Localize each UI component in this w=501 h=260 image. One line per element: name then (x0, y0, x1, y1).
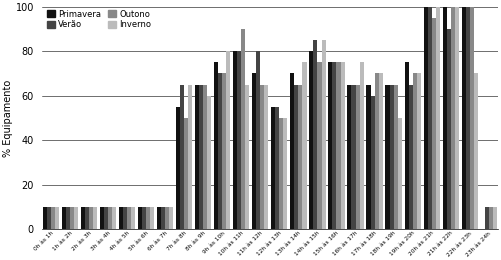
Bar (150, 207, 154, 229)
Bar (427, 7, 432, 229)
Bar (214, 62, 218, 229)
Bar (299, 84, 303, 229)
Bar (423, 7, 427, 229)
Bar (233, 51, 237, 229)
Bar (195, 84, 199, 229)
Bar (398, 118, 402, 229)
Bar (333, 62, 337, 229)
Bar (328, 62, 333, 229)
Bar (451, 7, 455, 229)
Bar (70, 207, 74, 229)
Bar (146, 207, 150, 229)
Bar (341, 62, 345, 229)
Bar (390, 84, 394, 229)
Bar (375, 74, 379, 229)
Bar (253, 74, 257, 229)
Bar (47, 207, 51, 229)
Bar (469, 7, 474, 229)
Bar (484, 207, 488, 229)
Bar (226, 51, 230, 229)
Bar (169, 207, 173, 229)
Bar (203, 84, 207, 229)
Bar (394, 84, 398, 229)
Bar (123, 207, 127, 229)
Bar (310, 51, 314, 229)
Bar (314, 40, 318, 229)
Bar (85, 207, 89, 229)
Bar (461, 7, 465, 229)
Bar (337, 62, 341, 229)
Bar (89, 207, 93, 229)
Bar (356, 84, 360, 229)
Bar (180, 84, 184, 229)
Bar (62, 207, 66, 229)
Bar (218, 74, 222, 229)
Bar (347, 84, 352, 229)
Bar (385, 84, 390, 229)
Bar (352, 84, 356, 229)
Bar (413, 74, 417, 229)
Bar (404, 62, 408, 229)
Bar (55, 207, 59, 229)
Bar (138, 207, 142, 229)
Bar (493, 207, 497, 229)
Bar (51, 207, 55, 229)
Bar (66, 207, 70, 229)
Bar (142, 207, 146, 229)
Bar (379, 74, 383, 229)
Bar (261, 84, 265, 229)
Bar (455, 7, 459, 229)
Bar (474, 74, 478, 229)
Bar (119, 207, 123, 229)
Bar (161, 207, 165, 229)
Bar (465, 7, 469, 229)
Bar (291, 74, 295, 229)
Bar (93, 207, 97, 229)
Bar (112, 207, 116, 229)
Bar (446, 29, 451, 229)
Bar (322, 40, 326, 229)
Bar (303, 62, 307, 229)
Bar (207, 96, 211, 229)
Bar (257, 51, 261, 229)
Bar (366, 84, 371, 229)
Bar (74, 207, 78, 229)
Bar (184, 118, 188, 229)
Bar (108, 207, 112, 229)
Bar (245, 84, 249, 229)
Bar (199, 84, 203, 229)
Bar (360, 62, 364, 229)
Bar (417, 74, 421, 229)
Bar (265, 84, 269, 229)
Bar (436, 7, 440, 229)
Bar (408, 84, 413, 229)
Bar (127, 207, 131, 229)
Bar (318, 62, 322, 229)
Legend: Primavera, Verão, Outono, Inverno: Primavera, Verão, Outono, Inverno (46, 9, 152, 30)
Bar (131, 207, 135, 229)
Bar (237, 51, 241, 229)
Bar (371, 96, 375, 229)
Bar (276, 107, 280, 229)
Bar (43, 207, 47, 229)
Bar (284, 118, 288, 229)
Bar (100, 207, 104, 229)
Bar (188, 84, 192, 229)
Bar (241, 29, 245, 229)
Bar (488, 207, 493, 229)
Bar (81, 207, 85, 229)
Bar (280, 118, 284, 229)
Bar (442, 7, 446, 229)
Bar (176, 107, 180, 229)
Bar (104, 207, 108, 229)
Bar (222, 74, 226, 229)
Bar (272, 107, 276, 229)
Bar (432, 18, 436, 229)
Y-axis label: % Equipamento: % Equipamento (3, 79, 13, 157)
Bar (295, 84, 299, 229)
Bar (165, 207, 169, 229)
Bar (157, 207, 161, 229)
